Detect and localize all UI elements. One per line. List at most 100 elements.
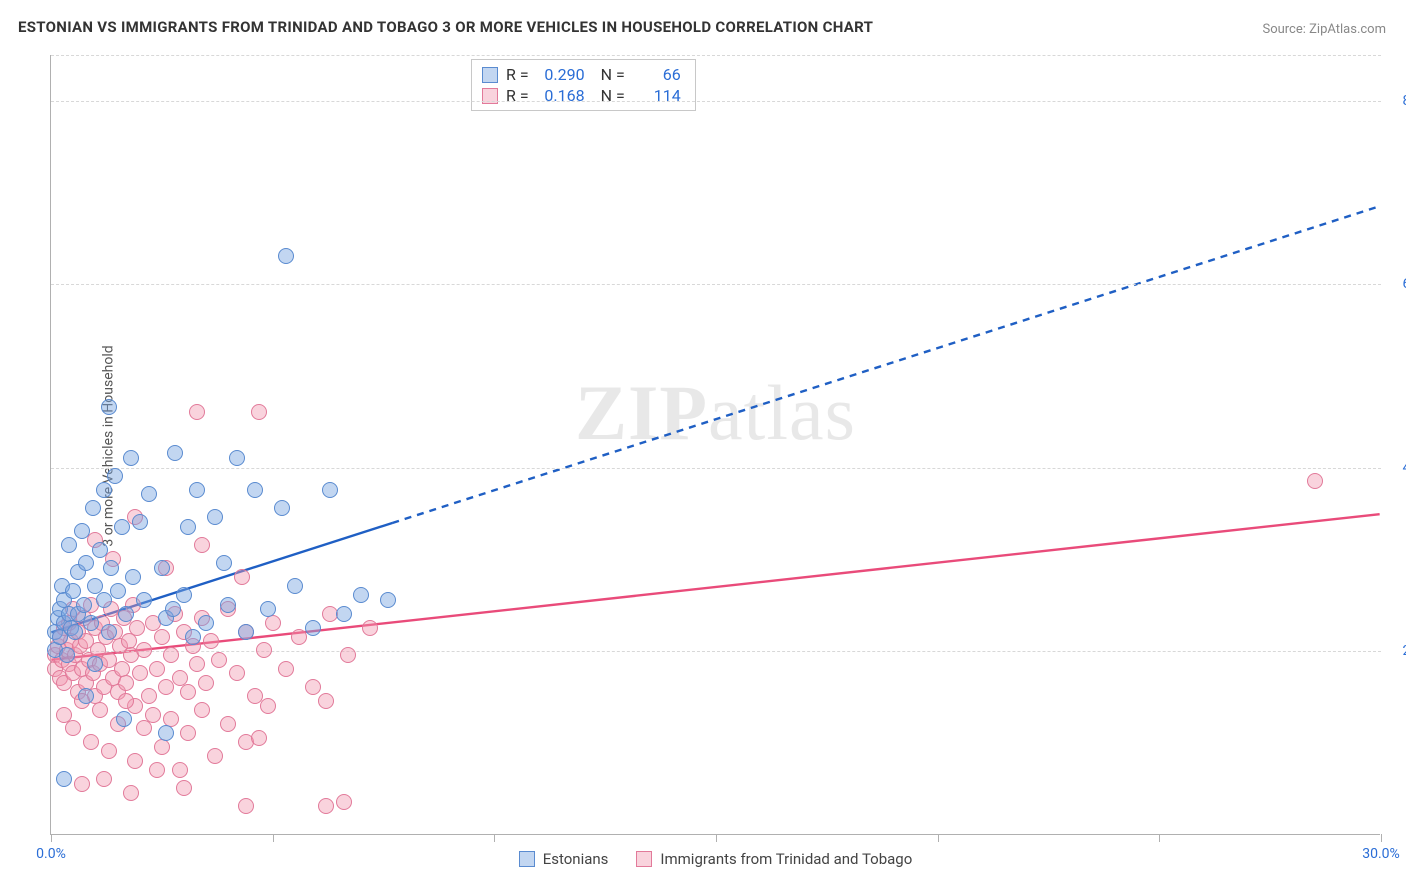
- trend-line: [392, 206, 1379, 523]
- scatter-point-a: [116, 711, 132, 727]
- scatter-point-b: [189, 656, 205, 672]
- x-tick: [1381, 834, 1382, 842]
- scatter-point-a: [118, 606, 134, 622]
- gridline-h: [51, 468, 1381, 469]
- scatter-point-a: [107, 468, 123, 484]
- legend-label-a: Estonians: [543, 850, 609, 868]
- x-tick: [51, 834, 52, 842]
- scatter-point-a: [158, 725, 174, 741]
- x-tick: [494, 834, 495, 842]
- x-tick-label: 30.0%: [1362, 846, 1400, 862]
- scatter-point-a: [216, 555, 232, 571]
- scatter-point-b: [238, 798, 254, 814]
- scatter-point-b: [229, 665, 245, 681]
- scatter-point-b: [207, 748, 223, 764]
- legend-bottom: Estonians Immigrants from Trinidad and T…: [51, 850, 1380, 868]
- scatter-point-a: [247, 482, 263, 498]
- scatter-point-b: [180, 684, 196, 700]
- scatter-point-a: [103, 560, 119, 576]
- scatter-point-b: [251, 730, 267, 746]
- scatter-point-a: [167, 445, 183, 461]
- scatter-point-a: [123, 450, 139, 466]
- scatter-point-b: [154, 739, 170, 755]
- scatter-point-a: [287, 578, 303, 594]
- scatter-point-a: [322, 482, 338, 498]
- gridline-h: [51, 284, 1381, 285]
- y-tick-label: 80.0%: [1385, 93, 1406, 109]
- scatter-point-a: [274, 500, 290, 516]
- chart-title: ESTONIAN VS IMMIGRANTS FROM TRINIDAD AND…: [18, 18, 873, 36]
- scatter-point-a: [336, 606, 352, 622]
- scatter-point-a: [96, 482, 112, 498]
- scatter-point-a: [92, 542, 108, 558]
- scatter-point-b: [118, 693, 134, 709]
- x-tick: [273, 834, 274, 842]
- scatter-point-b: [194, 702, 210, 718]
- scatter-point-b: [129, 620, 145, 636]
- scatter-point-b: [172, 762, 188, 778]
- scatter-point-a: [165, 601, 181, 617]
- scatter-point-a: [132, 514, 148, 530]
- scatter-point-a: [74, 523, 90, 539]
- scatter-point-b: [149, 762, 165, 778]
- scatter-point-b: [203, 633, 219, 649]
- y-tick-label: 40.0%: [1385, 460, 1406, 476]
- scatter-point-a: [56, 771, 72, 787]
- scatter-point-b: [180, 725, 196, 741]
- scatter-point-a: [260, 601, 276, 617]
- scatter-point-a: [154, 560, 170, 576]
- scatter-point-b: [163, 647, 179, 663]
- scatter-point-a: [278, 248, 294, 264]
- scatter-point-a: [78, 688, 94, 704]
- scatter-point-a: [76, 597, 92, 613]
- swatch-b-bottom: [636, 851, 652, 867]
- x-tick: [938, 834, 939, 842]
- scatter-point-b: [256, 642, 272, 658]
- scatter-point-a: [207, 509, 223, 525]
- scatter-point-b: [127, 753, 143, 769]
- scatter-point-b: [149, 661, 165, 677]
- legend-label-b: Immigrants from Trinidad and Tobago: [660, 850, 912, 868]
- scatter-point-a: [67, 624, 83, 640]
- scatter-point-b: [194, 537, 210, 553]
- scatter-point-b: [362, 620, 378, 636]
- scatter-point-a: [59, 647, 75, 663]
- scatter-point-b: [123, 785, 139, 801]
- scatter-point-b: [251, 404, 267, 420]
- scatter-point-b: [211, 652, 227, 668]
- scatter-point-a: [189, 482, 205, 498]
- gridline-h: [51, 55, 1381, 56]
- scatter-point-b: [265, 615, 281, 631]
- gridline-h: [51, 651, 1381, 652]
- x-tick: [1159, 834, 1160, 842]
- scatter-point-b: [234, 569, 250, 585]
- scatter-point-a: [180, 519, 196, 535]
- scatter-point-a: [229, 450, 245, 466]
- scatter-point-b: [65, 720, 81, 736]
- scatter-point-b: [154, 629, 170, 645]
- scatter-point-b: [136, 720, 152, 736]
- x-tick-label: 0.0%: [36, 846, 66, 862]
- scatter-point-b: [260, 698, 276, 714]
- scatter-point-a: [305, 620, 321, 636]
- scatter-point-b: [132, 665, 148, 681]
- scatter-point-b: [336, 794, 352, 810]
- scatter-point-a: [185, 629, 201, 645]
- scatter-point-b: [141, 688, 157, 704]
- scatter-point-b: [92, 702, 108, 718]
- scatter-point-b: [83, 734, 99, 750]
- scatter-point-a: [78, 555, 94, 571]
- trend-lines: [51, 55, 1380, 834]
- legend-item-b: Immigrants from Trinidad and Tobago: [636, 850, 912, 868]
- scatter-point-a: [125, 569, 141, 585]
- scatter-point-a: [380, 592, 396, 608]
- scatter-point-b: [278, 661, 294, 677]
- scatter-point-b: [145, 707, 161, 723]
- scatter-point-a: [141, 486, 157, 502]
- legend-item-a: Estonians: [519, 850, 609, 868]
- scatter-point-a: [87, 656, 103, 672]
- source-label: Source: ZipAtlas.com: [1262, 22, 1386, 37]
- scatter-point-b: [189, 404, 205, 420]
- swatch-a-bottom: [519, 851, 535, 867]
- scatter-point-b: [96, 771, 112, 787]
